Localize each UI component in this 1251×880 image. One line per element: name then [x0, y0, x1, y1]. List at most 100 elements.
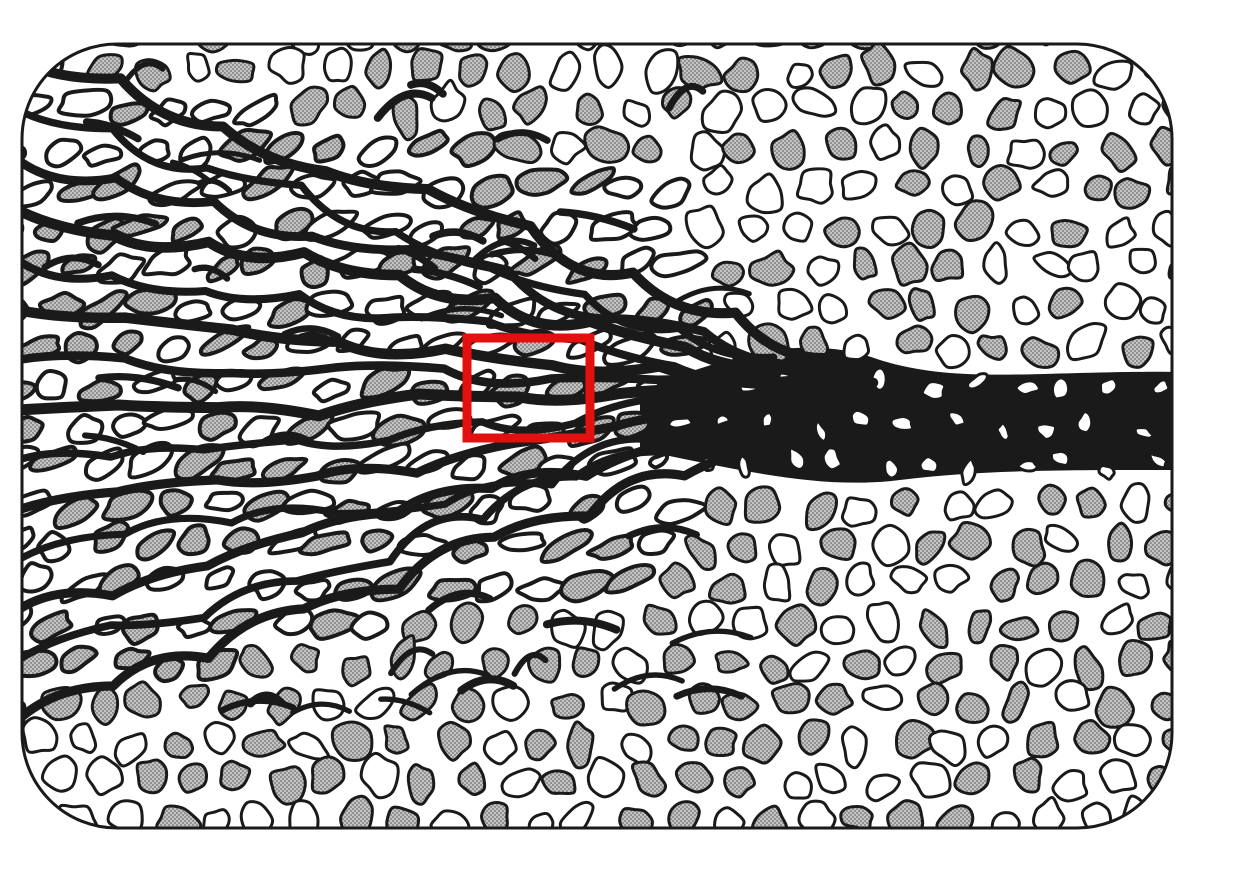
grain	[925, 651, 963, 686]
grain	[1001, 680, 1030, 724]
grain	[684, 533, 717, 572]
grain	[340, 44, 375, 52]
vein-branch	[123, 61, 166, 84]
grain	[710, 260, 745, 288]
grain	[840, 44, 882, 51]
grain	[514, 167, 570, 197]
grain	[1133, 426, 1155, 440]
grain	[777, 287, 814, 321]
vein-branch	[41, 254, 102, 271]
grain	[85, 755, 124, 797]
grain	[783, 771, 813, 800]
vein-branch	[378, 696, 433, 716]
grain	[1163, 490, 1172, 519]
grain	[512, 85, 548, 126]
grain	[989, 567, 1021, 603]
grain	[238, 644, 274, 679]
grain	[354, 686, 396, 721]
grain	[173, 299, 213, 324]
grain	[40, 754, 78, 793]
grain	[871, 215, 911, 247]
grain	[990, 811, 1021, 828]
grain	[804, 491, 839, 532]
grain	[903, 60, 944, 88]
grain	[867, 288, 907, 320]
grain	[762, 562, 792, 603]
grain	[214, 58, 256, 84]
grain	[497, 531, 547, 553]
grain	[918, 455, 940, 474]
grain	[1016, 459, 1039, 473]
grain	[644, 48, 680, 95]
grain	[29, 609, 74, 645]
grain	[967, 609, 993, 645]
vein-branch	[670, 285, 752, 307]
grain	[289, 85, 330, 127]
grain	[515, 576, 567, 603]
grain	[703, 486, 738, 527]
grain	[840, 725, 868, 770]
grain	[1066, 250, 1100, 283]
grain	[1012, 295, 1041, 326]
grain	[1012, 756, 1043, 794]
vein	[22, 351, 875, 394]
grain	[219, 759, 252, 792]
grain	[1050, 376, 1071, 401]
vein-branch	[169, 159, 213, 185]
grain	[583, 125, 631, 164]
highlight-box	[462, 333, 595, 443]
grain	[360, 528, 395, 554]
grain	[1037, 483, 1067, 516]
grain	[34, 369, 68, 401]
grain	[108, 101, 150, 127]
grain	[995, 421, 1011, 442]
grain	[603, 562, 657, 595]
grain	[359, 751, 400, 800]
grain	[707, 572, 747, 605]
grain	[840, 496, 878, 528]
vein-branch	[425, 589, 494, 614]
grain	[135, 528, 177, 562]
grain	[720, 132, 756, 165]
grain	[1073, 719, 1112, 755]
grain	[1143, 529, 1172, 567]
grain	[1161, 727, 1172, 759]
grain	[813, 420, 829, 443]
vein	[22, 204, 787, 374]
vein-branch	[410, 265, 483, 291]
grain	[239, 800, 275, 828]
vein-branch	[388, 646, 436, 677]
vein-branch	[173, 376, 219, 395]
grain	[571, 646, 601, 678]
grain	[1004, 218, 1041, 247]
grain	[507, 604, 539, 636]
grain	[821, 446, 843, 472]
grain	[1035, 422, 1058, 441]
grain	[586, 755, 626, 799]
grain	[1097, 464, 1116, 481]
grain	[649, 176, 692, 210]
grain	[600, 681, 634, 713]
grain	[713, 806, 746, 828]
vein-branch	[625, 524, 700, 540]
grain	[751, 88, 788, 123]
grain	[410, 47, 444, 83]
grain	[1113, 177, 1152, 210]
grain	[642, 603, 678, 636]
vein-branch	[556, 208, 638, 233]
grain	[288, 173, 337, 200]
grain	[986, 96, 1022, 132]
grain	[203, 720, 236, 756]
grain	[1049, 449, 1071, 467]
grain	[449, 131, 498, 169]
grain	[435, 44, 474, 53]
grain	[332, 84, 367, 119]
grain	[178, 683, 211, 709]
vein-branch	[497, 237, 539, 262]
grain	[267, 297, 316, 329]
grain	[1100, 131, 1138, 173]
grain	[539, 527, 594, 564]
grain	[998, 616, 1040, 642]
grain	[806, 255, 841, 287]
vein-branch	[74, 212, 160, 228]
